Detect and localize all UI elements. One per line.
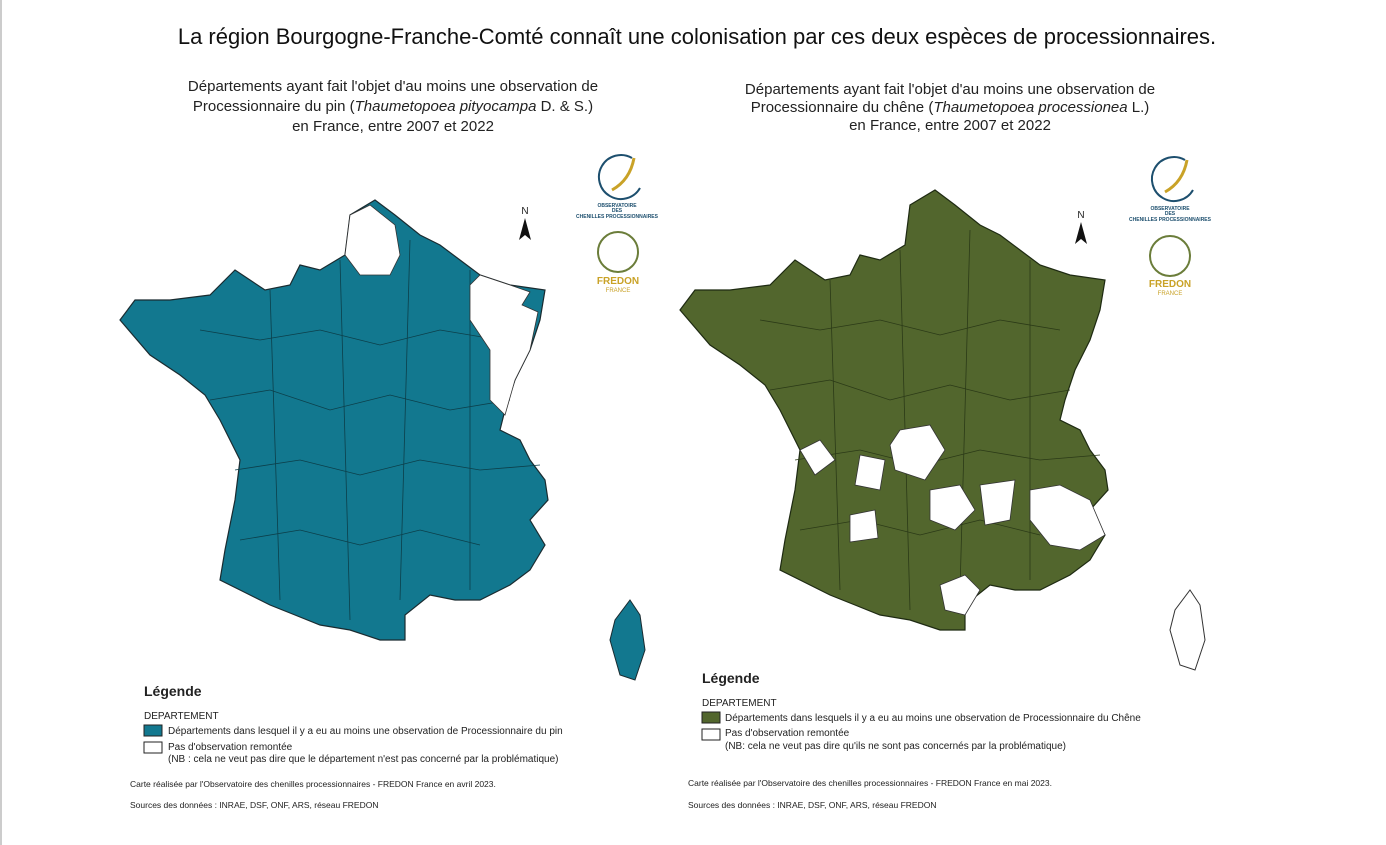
text: Thaumetopoea processionea xyxy=(933,99,1127,116)
logo xyxy=(611,157,636,192)
north: N xyxy=(521,206,528,217)
text: D. & S.) xyxy=(536,98,593,115)
map-title: Départements ayant fait l'objet d'au moi… xyxy=(188,78,598,95)
edge xyxy=(0,0,2,845)
logo-text: OBSERVATOIRE xyxy=(1150,206,1190,212)
text: Processionnaire du pin ( xyxy=(193,98,355,115)
logo-text: OBSERVATOIRE xyxy=(597,203,637,209)
legend-note: (NB : cela ne veut pas dire que le dépar… xyxy=(168,754,558,765)
map-title: Processionnaire du pin (Thaumetopoea pit… xyxy=(193,98,593,115)
map-oak: Départements ayant fait l'objet d'au moi… xyxy=(679,81,1212,810)
legend-item: Départements dans lesquels il y a eu au … xyxy=(725,713,1141,724)
unobserved xyxy=(799,424,1106,616)
map-title: Processionnaire du chêne (Thaumetopoea p… xyxy=(751,99,1150,116)
logo-text: CHENILLES PROCESSIONNAIRES xyxy=(1129,217,1212,223)
sources: Sources des données : INRAE, DSF, ONF, A… xyxy=(688,800,936,810)
north-arrow xyxy=(519,218,531,240)
logo xyxy=(1150,156,1194,203)
credit: Carte réalisée par l'Observatoire des ch… xyxy=(688,778,1052,788)
unobserved xyxy=(469,274,539,416)
legend-title: Légende xyxy=(144,683,202,699)
france xyxy=(679,189,1109,631)
map-pine: Départements ayant fait l'objet d'au moi… xyxy=(119,78,659,810)
north: N xyxy=(1077,210,1084,221)
legend-item: Pas d'observation remontée xyxy=(168,742,293,753)
legend-note: (NB: cela ne veut pas dire qu'ils ne son… xyxy=(725,741,1066,752)
legend-swatch xyxy=(143,741,163,754)
sources: Sources des données : INRAE, DSF, ONF, A… xyxy=(130,800,378,810)
heading: La région Bourgogne-Franche-Comté connaî… xyxy=(178,24,1216,49)
credit: Carte réalisée par l'Observatoire des ch… xyxy=(130,779,496,789)
unobserved xyxy=(344,204,401,276)
logo xyxy=(1149,235,1191,277)
legend-swatch xyxy=(143,724,163,737)
logo-text: FRANCE xyxy=(606,288,631,294)
map-title: Départements ayant fait l'objet d'au moi… xyxy=(745,81,1155,98)
logo-text: FRANCE xyxy=(1158,291,1183,297)
map-title: en France, entre 2007 et 2022 xyxy=(292,118,494,135)
map-title: en France, entre 2007 et 2022 xyxy=(849,117,1051,134)
corsica xyxy=(609,599,646,681)
logo-text: DES xyxy=(612,208,623,214)
legend-group: DEPARTEMENT xyxy=(144,711,219,722)
text: Thaumetopoea pityocampa xyxy=(355,98,537,115)
logo-text: FREDON xyxy=(597,276,639,287)
legend-item: Départements dans lesquel il y a eu au m… xyxy=(168,726,563,737)
logo-text: FREDON xyxy=(1149,279,1191,290)
legend-swatch xyxy=(701,728,721,741)
text: L.) xyxy=(1128,99,1150,116)
corsica xyxy=(1169,589,1206,671)
logo xyxy=(597,154,641,201)
logo-text: CHENILLES PROCESSIONNAIRES xyxy=(576,214,659,220)
north-arrow xyxy=(1075,222,1087,244)
logo-text: DES xyxy=(1165,211,1176,217)
legend-item: Pas d'observation remontée xyxy=(725,728,850,739)
legend-group: DEPARTEMENT xyxy=(702,698,777,709)
logo xyxy=(597,231,639,273)
legend-title: Légende xyxy=(702,670,760,686)
legend-swatch xyxy=(701,711,721,724)
france xyxy=(119,199,549,641)
text: Processionnaire du chêne ( xyxy=(751,99,934,116)
logo xyxy=(1164,159,1189,194)
